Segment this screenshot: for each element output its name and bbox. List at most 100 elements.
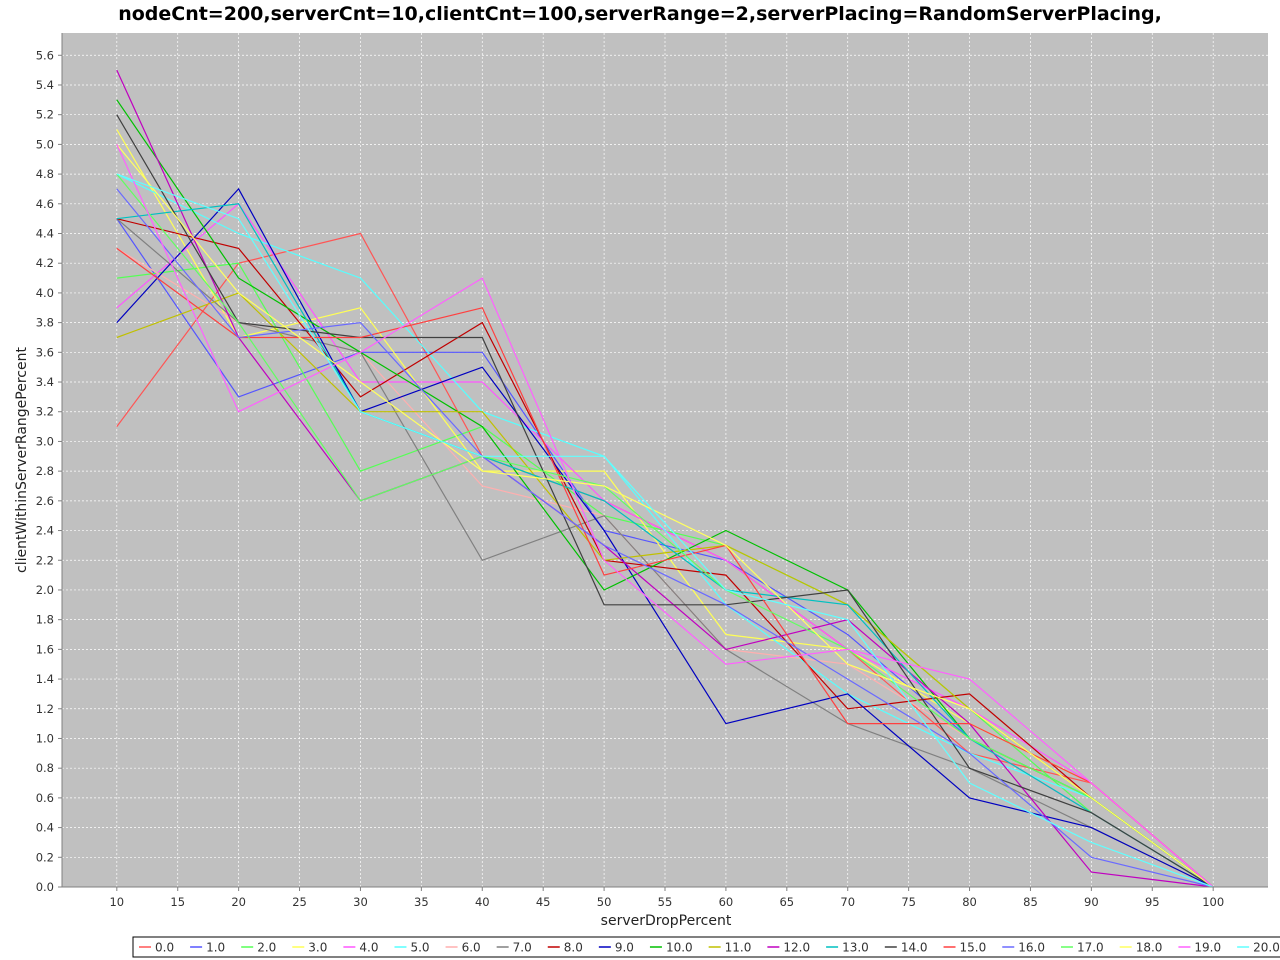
y-tick-label: 5.2: [36, 108, 54, 122]
legend-item-11.0: 11.0: [708, 941, 752, 955]
plot-area: 10 15 20 25 30 35 40 45 50 55 60 65 70 75 80 85 90 95 100 0…: [36, 33, 1268, 909]
y-tick-label: 3.4: [36, 375, 54, 389]
y-tick-label: 0.8: [36, 761, 54, 775]
y-tick-label: 1.2: [36, 702, 54, 716]
series-line-13.0: [116, 203, 1214, 888]
legend-label: 0.0: [155, 941, 174, 955]
y-tick-label: 3.6: [36, 345, 54, 359]
series-line-17.0: [116, 173, 1214, 888]
legend: 0.0 1.0 2.0 3.0 4.0 5.0 6.0 7.0 8.0 9.0 10.0 11.0 12…: [132, 936, 1280, 958]
y-tick-label: 2.2: [36, 553, 54, 567]
x-tick-label: 65: [779, 895, 794, 909]
legend-label: 6.0: [462, 941, 481, 955]
x-tick-label: 75: [901, 895, 916, 909]
legend-item-1.0: 1.0: [190, 941, 225, 955]
legend-item-13.0: 13.0: [826, 941, 869, 955]
y-tick-label: 0.0: [36, 880, 54, 894]
legend-item-18.0: 18.0: [1119, 941, 1163, 955]
legend-item-4.0: 4.0: [343, 941, 378, 955]
x-tick-label: 90: [1084, 895, 1099, 909]
legend-item-10.0: 10.0: [649, 941, 693, 955]
x-axis-label: serverDropPercent: [601, 913, 732, 929]
series-line-16.0: [116, 188, 1214, 888]
legend-label: 5.0: [410, 941, 429, 955]
x-tick-label: 25: [292, 895, 307, 909]
y-tick-label: 1.4: [36, 672, 54, 686]
y-tick-label: 3.8: [36, 316, 54, 330]
legend-label: 13.0: [842, 941, 869, 955]
legend-label: 1.0: [206, 941, 225, 955]
x-tick-label: 85: [1023, 895, 1038, 909]
y-axis-label: clientWithinServerRangePercent: [14, 347, 30, 573]
y-tick-label: 1.6: [36, 642, 54, 656]
legend-item-17.0: 17.0: [1060, 941, 1104, 955]
x-tick-label: 30: [353, 895, 368, 909]
y-tick-label: 4.4: [36, 227, 54, 241]
legend-item-9.0: 9.0: [598, 941, 634, 955]
y-tick-label: 2.8: [36, 464, 54, 478]
x-tick-label: 20: [231, 895, 246, 909]
legend-label: 19.0: [1194, 941, 1221, 955]
x-tick-label: 95: [1145, 895, 1160, 909]
y-tick-label: 4.6: [36, 197, 54, 211]
legend-item-6.0: 6.0: [445, 941, 481, 955]
series-line-18.0: [116, 144, 1214, 888]
y-tick-label: 5.4: [36, 78, 54, 92]
legend-label: 14.0: [901, 941, 928, 955]
legend-item-12.0: 12.0: [767, 941, 810, 955]
y-tick-label: 2.6: [36, 494, 54, 508]
legend-label: 3.0: [308, 941, 327, 955]
y-tick-label: 0.4: [36, 821, 54, 835]
legend-label: 7.0: [513, 941, 532, 955]
x-tick-label: 70: [840, 895, 855, 909]
legend-label: 20.0: [1253, 941, 1280, 955]
legend-item-5.0: 5.0: [394, 941, 430, 955]
legend-label: 11.0: [725, 941, 752, 955]
y-tick-label: 4.2: [36, 256, 54, 270]
legend-label: 18.0: [1136, 941, 1163, 955]
x-tick-label: 100: [1202, 895, 1224, 909]
legend-item-2.0: 2.0: [241, 941, 276, 955]
legend-label: 12.0: [783, 941, 810, 955]
x-tick-label: 55: [658, 895, 673, 909]
x-tick-label: 50: [597, 895, 612, 909]
y-tick-label: 3.2: [36, 405, 54, 419]
legend-item-8.0: 8.0: [547, 941, 583, 955]
y-tick-label: 2.4: [36, 524, 54, 538]
legend-item-7.0: 7.0: [496, 941, 532, 955]
legend-label: 10.0: [666, 941, 693, 955]
legend-label: 16.0: [1018, 941, 1045, 955]
x-tick-label: 45: [536, 895, 551, 909]
y-tick-label: 5.6: [36, 48, 54, 62]
legend-item-0.0: 0.0: [139, 941, 174, 955]
y-tick-label: 1.8: [36, 613, 54, 627]
legend-item-15.0: 15.0: [943, 941, 987, 955]
y-tick-label: 0.2: [36, 850, 54, 864]
x-tick-label: 80: [962, 895, 977, 909]
legend-label: 15.0: [960, 941, 987, 955]
legend-item-14.0: 14.0: [884, 941, 928, 955]
x-tick-label: 15: [170, 895, 185, 909]
legend-label: 8.0: [564, 941, 583, 955]
y-tick-label: 4.0: [36, 286, 54, 300]
legend-item-20.0: 20.0: [1237, 941, 1280, 955]
legend-box: [132, 936, 1280, 958]
legend-item-16.0: 16.0: [1002, 941, 1045, 955]
x-tick-label: 40: [475, 895, 490, 909]
legend-item-19.0: 19.0: [1178, 941, 1221, 955]
chart-title: nodeCnt=200,serverCnt=10,clientCnt=100,s…: [118, 3, 1162, 25]
series-line-19.0: [116, 144, 1214, 888]
y-tick-label: 4.8: [36, 167, 54, 181]
y-tick-label: 2.0: [36, 583, 54, 597]
y-tick-label: 5.0: [36, 137, 54, 151]
legend-label: 4.0: [359, 941, 378, 955]
x-tick-label: 10: [109, 895, 124, 909]
legend-item-3.0: 3.0: [292, 941, 327, 955]
series-line-12.0: [116, 69, 1214, 888]
legend-label: 2.0: [257, 941, 276, 955]
series-line-8.0: [116, 218, 1214, 888]
x-tick-label: 60: [719, 895, 734, 909]
legend-label: 17.0: [1077, 941, 1104, 955]
y-tick-label: 0.6: [36, 791, 54, 805]
